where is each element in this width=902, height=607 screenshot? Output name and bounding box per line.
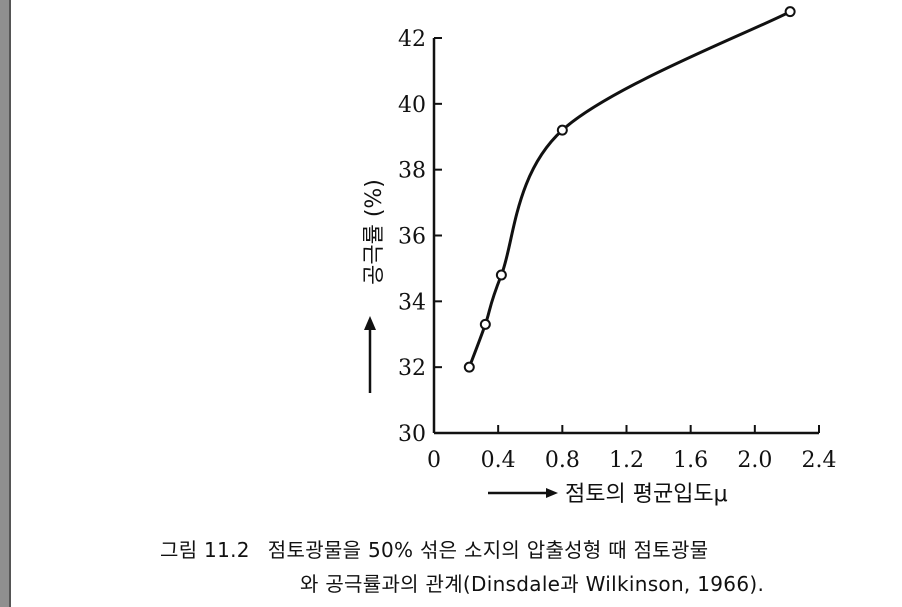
x-tick-label: 1.6 (673, 448, 708, 473)
x-tick-label: 1.2 (609, 448, 644, 473)
x-tick-label: 2.0 (737, 448, 772, 473)
data-markers (463, 6, 796, 373)
data-point (556, 124, 568, 136)
x-tick-label: 2.4 (802, 448, 837, 473)
data-point (495, 269, 507, 281)
caption-line-1: 점토광물을 50% 섞은 소지의 압출성형 때 점토광물 (267, 538, 709, 562)
y-tick-label: 34 (398, 290, 426, 315)
x-axis-arrowhead-icon (546, 488, 558, 498)
x-tick-label: 0 (427, 448, 441, 473)
y-axis-label: 공극률 (%) (362, 179, 387, 285)
data-point (479, 318, 491, 330)
x-axis-label: 점토의 평균입도μ (565, 482, 728, 507)
x-tick-labels: 0 0.4 0.8 1.2 1.6 2.0 2.4 (427, 448, 837, 473)
x-tick-label: 0.4 (481, 448, 516, 473)
page-edge-bar (0, 0, 11, 607)
x-tick-label: 0.8 (545, 448, 580, 473)
y-axis-arrowhead-icon (364, 316, 376, 330)
y-tick-label: 36 (398, 225, 426, 250)
x-axis-label-group: 점토의 평균입도μ (488, 482, 728, 507)
figure-caption: 그림 11.2 점토광물을 50% 섞은 소지의 압출성형 때 점토광물 와 공극… (160, 533, 902, 601)
data-point (463, 361, 475, 373)
chart-axes (432, 37, 820, 435)
y-tick-label: 40 (398, 93, 426, 118)
data-point (784, 6, 796, 18)
y-tick-labels: 30 32 34 36 38 40 42 (398, 27, 426, 447)
y-tick-label: 42 (398, 27, 426, 52)
series-line (467, 10, 791, 368)
figure-number: 그림 11.2 (160, 538, 250, 562)
y-tick-label: 30 (398, 422, 426, 447)
porosity-chart: 30 32 34 36 38 40 42 0 0.4 0.8 1.2 1.6 2.0 2.4 공극률 (… (362, 6, 837, 507)
caption-line-2: 와 공극률과의 관계(Dinsdale과 Wilkinson, 1966). (300, 572, 765, 596)
y-tick-label: 38 (398, 159, 426, 184)
y-axis-label-group: 공극률 (%) (362, 179, 387, 393)
y-tick-label: 32 (398, 356, 426, 381)
